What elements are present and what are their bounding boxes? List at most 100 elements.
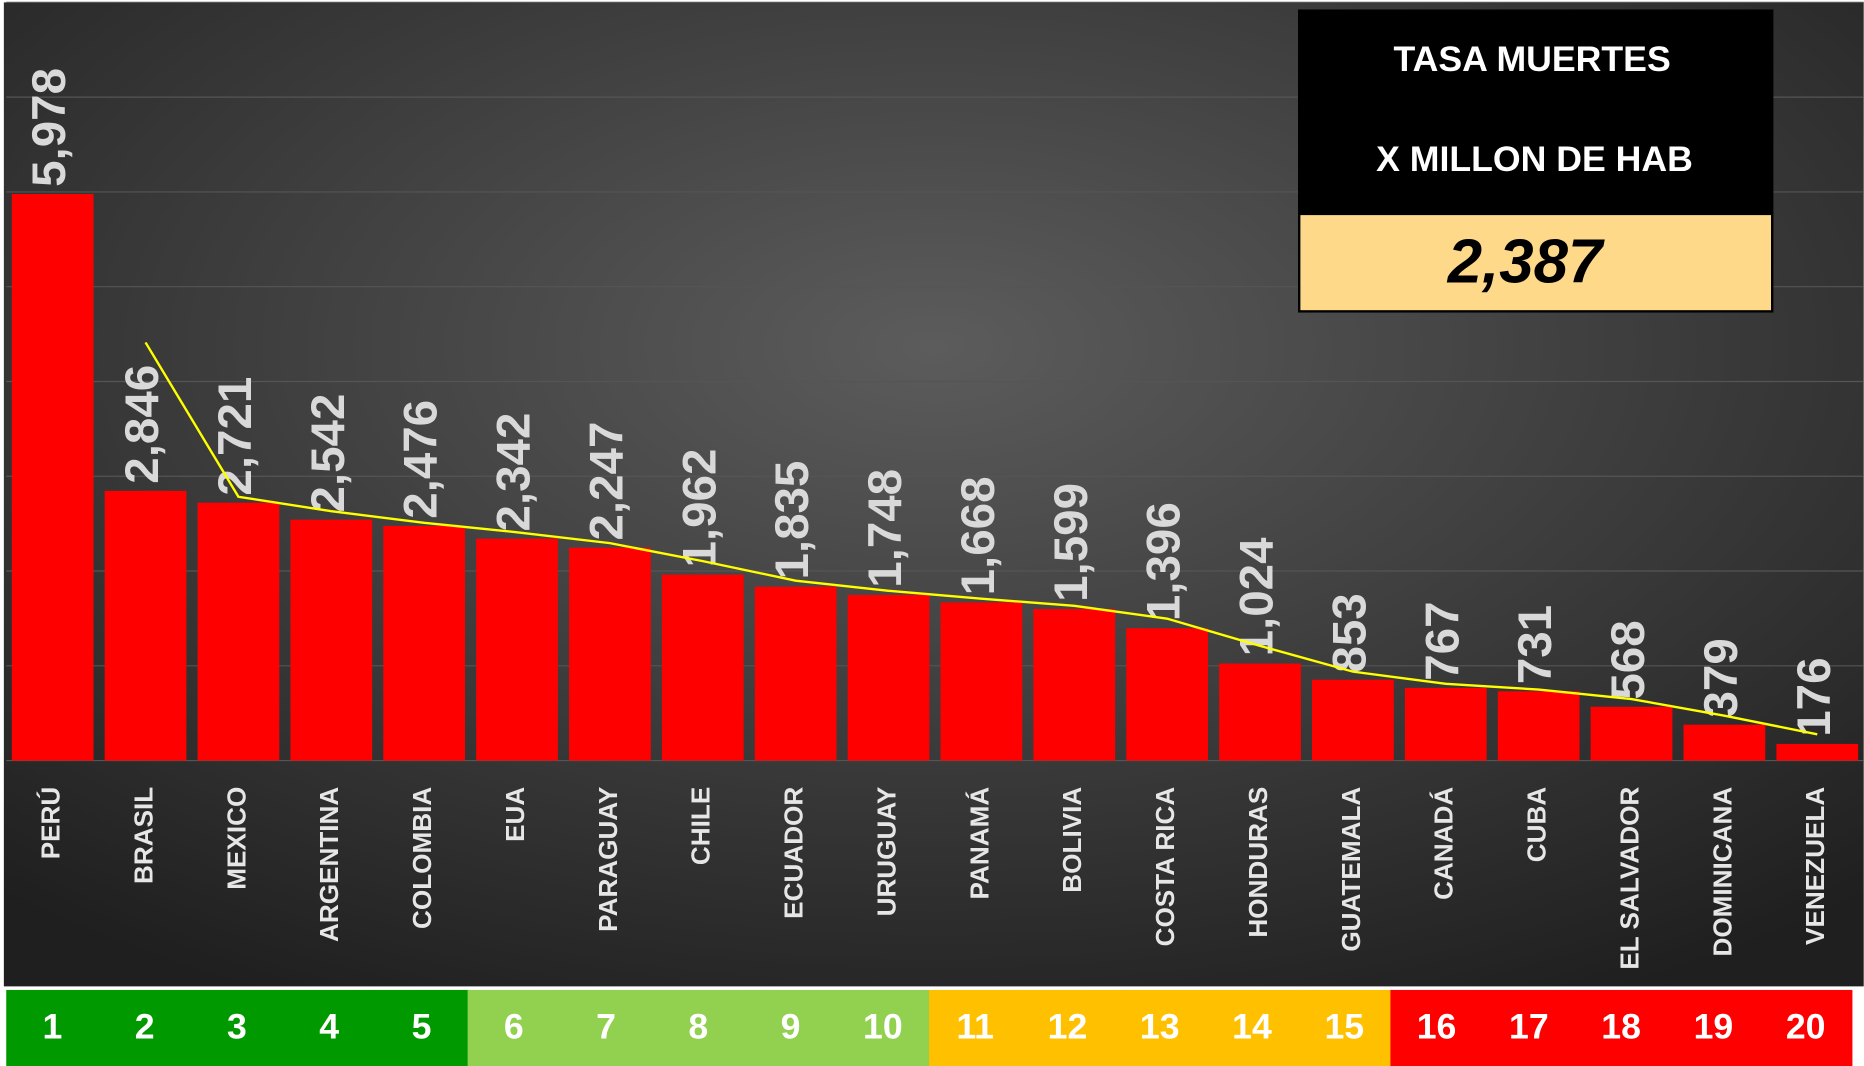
value-label: 731: [1509, 605, 1562, 684]
value-label: 2,542: [302, 394, 355, 513]
rank-label: 13: [1140, 1007, 1180, 1047]
bar: [197, 502, 280, 761]
x-tick-label: EL SALVADOR: [1614, 787, 1644, 970]
value-label: 1,962: [673, 449, 726, 568]
rank-label: 8: [688, 1007, 708, 1047]
value-label: 1,668: [952, 476, 1005, 595]
rank-cell: [6, 989, 100, 1066]
x-tick-label: PARAGUAY: [593, 787, 623, 932]
summary-value-box: [1298, 212, 1774, 313]
rank-label: 4: [319, 1007, 339, 1047]
bar: [383, 525, 466, 761]
summary-value: 2,387: [1447, 228, 1605, 297]
rank-label: 3: [227, 1007, 247, 1047]
summary-box: TASA MUERTES X MILLON DE HAB 2,387: [1298, 9, 1774, 313]
x-tick-label: ARGENTINA: [314, 787, 344, 942]
bar: [290, 519, 373, 761]
value-label: 1,599: [1045, 483, 1098, 602]
x-tick-label: PANAMÁ: [964, 787, 994, 900]
bar: [11, 194, 94, 761]
rank-cell: [283, 989, 376, 1066]
value-label: 2,846: [116, 365, 169, 484]
value-label: 2,476: [395, 400, 448, 519]
rank-cell: [375, 989, 469, 1066]
x-tick-label: BOLIVIA: [1057, 787, 1087, 893]
summary-header: [1298, 9, 1774, 214]
value-label: 853: [1323, 593, 1376, 672]
bar: [1219, 663, 1301, 761]
rank-label: 7: [596, 1007, 616, 1047]
value-label: 379: [1695, 638, 1748, 717]
x-tick-label: CHILE: [686, 787, 716, 865]
summary-subtitle: X MILLON DE HAB: [1376, 139, 1693, 179]
bar: [940, 602, 1023, 761]
rank-label: 20: [1786, 1007, 1826, 1047]
rank-cell: [1574, 989, 1668, 1066]
value-label: 2,721: [209, 377, 262, 496]
bar: [1404, 687, 1487, 761]
rank-cell: [652, 989, 746, 1066]
bar: [1590, 706, 1673, 761]
rank-cell: [744, 989, 838, 1066]
rank-cell: [1205, 989, 1299, 1066]
bar: [847, 594, 930, 761]
rank-label: 16: [1417, 1007, 1457, 1047]
bar: [1683, 724, 1766, 761]
bar: [754, 586, 837, 761]
rank-cell: [1021, 989, 1115, 1066]
value-label: 767: [1416, 601, 1469, 680]
rank-cell: [1759, 989, 1853, 1066]
x-tick-label: HONDURAS: [1243, 787, 1273, 938]
value-label: 1,024: [1231, 537, 1284, 656]
x-tick-label: URUGUAY: [871, 787, 901, 917]
rank-cell: [1390, 989, 1484, 1066]
rank-label: 14: [1232, 1007, 1272, 1047]
x-tick-label: DOMINICANA: [1707, 787, 1737, 957]
value-label: 568: [1602, 620, 1655, 699]
rank-label: 9: [781, 1007, 801, 1047]
bar: [661, 574, 744, 761]
rank-cell: [467, 989, 561, 1066]
value-label: 1,748: [859, 469, 912, 588]
x-tick-label: MEXICO: [221, 787, 251, 890]
x-tick-label: VENEZUELA: [1800, 787, 1830, 945]
rank-cell: [1113, 989, 1207, 1066]
x-tick-label: ECUADOR: [779, 787, 809, 919]
rank-label: 18: [1601, 1007, 1641, 1047]
value-label: 5,978: [23, 68, 76, 187]
value-label: 2,247: [580, 422, 633, 541]
bar: [1126, 628, 1209, 761]
rank-label: 6: [504, 1007, 524, 1047]
x-tick-label: CUBA: [1522, 787, 1552, 863]
rank-cell: [190, 989, 284, 1066]
x-tick-label: GUATEMALA: [1336, 787, 1366, 952]
bar: [1033, 609, 1116, 761]
value-label: 1,835: [766, 461, 819, 580]
rank-label: 19: [1694, 1007, 1734, 1047]
rank-label: 10: [863, 1007, 903, 1047]
bar: [1776, 743, 1859, 761]
rank-cell: [1298, 989, 1392, 1066]
value-label: 176: [1788, 657, 1841, 736]
rank-cell: [929, 989, 1022, 1066]
rank-label: 5: [412, 1007, 432, 1047]
bar: [1312, 679, 1394, 761]
rank-label: 17: [1509, 1007, 1549, 1047]
x-tick-label: BRASIL: [128, 787, 158, 884]
summary-title: TASA MUERTES: [1394, 39, 1671, 79]
x-tick-label: PERÚ: [36, 787, 66, 860]
rank-label: 11: [956, 1007, 994, 1047]
rank-label: 12: [1048, 1007, 1088, 1047]
rank-cell: [98, 989, 192, 1066]
rank-cell: [1667, 989, 1761, 1066]
rank-label: 1: [42, 1007, 62, 1047]
rank-label: 15: [1324, 1007, 1364, 1047]
bar: [104, 490, 187, 761]
value-label: 1,396: [1138, 502, 1191, 621]
x-tick-label: COLOMBIA: [407, 787, 437, 929]
x-tick-label: COSTA RICA: [1150, 787, 1180, 947]
bar: [1497, 691, 1580, 761]
bar: [569, 547, 651, 761]
trendline: [144, 341, 1818, 736]
